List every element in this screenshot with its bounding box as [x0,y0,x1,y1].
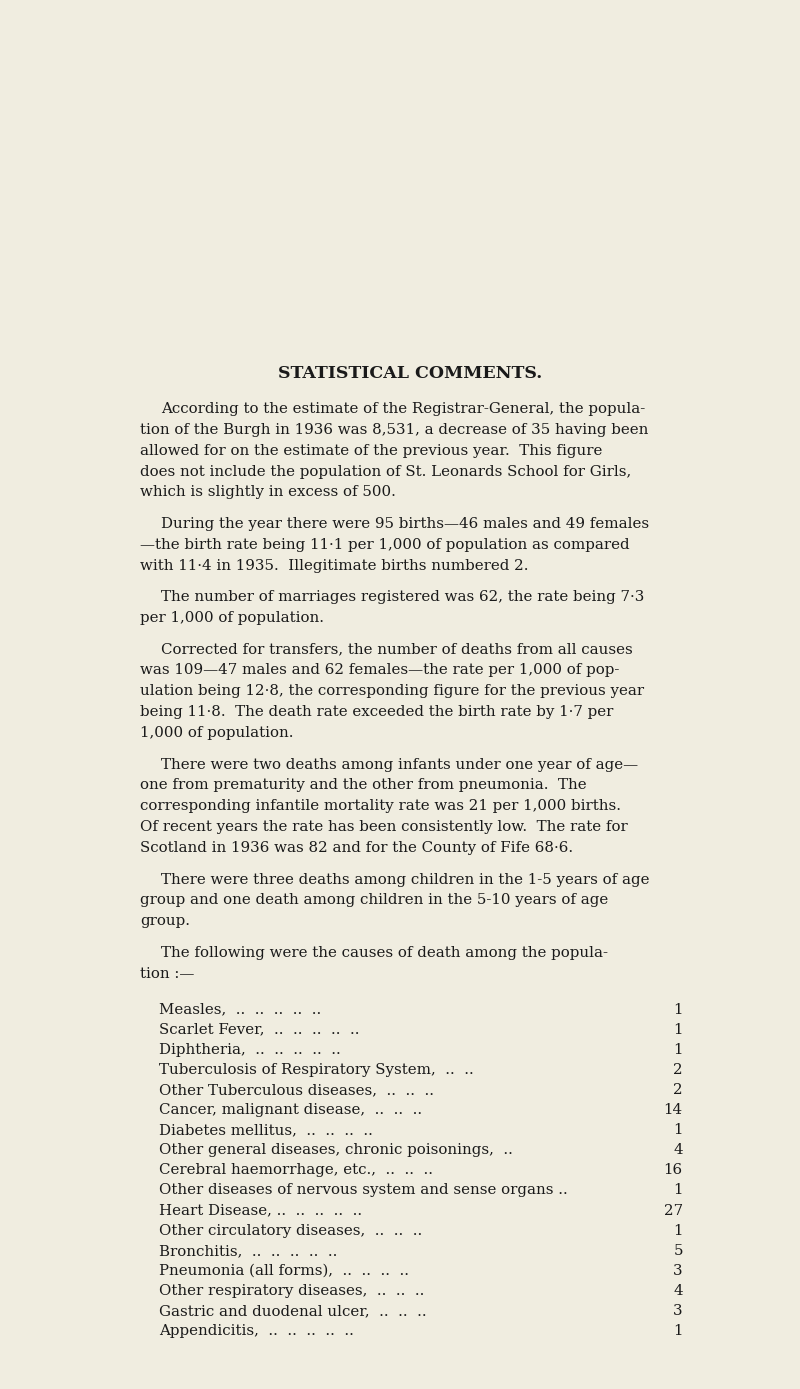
Text: tion :—: tion :— [140,967,194,981]
Text: per 1,000 of population.: per 1,000 of population. [140,611,324,625]
Text: ulation being 12·8, the corresponding figure for the previous year: ulation being 12·8, the corresponding fi… [140,685,645,699]
Text: 14: 14 [664,1103,682,1117]
Text: one from prematurity and the other from pneumonia.  The: one from prematurity and the other from … [140,778,587,793]
Text: Heart Disease, ..  ..  ..  ..  ..: Heart Disease, .. .. .. .. .. [159,1204,362,1218]
Text: Gastric and duodenal ulcer,  ..  ..  ..: Gastric and duodenal ulcer, .. .. .. [159,1304,426,1318]
Text: 1,000 of population.: 1,000 of population. [140,726,294,740]
Text: Other Tuberculous diseases,  ..  ..  ..: Other Tuberculous diseases, .. .. .. [159,1083,434,1097]
Text: There were three deaths among children in the 1-5 years of age: There were three deaths among children i… [161,872,650,886]
Text: The number of marriages registered was 62, the rate being 7·3: The number of marriages registered was 6… [161,590,644,604]
Text: Appendicitis,  ..  ..  ..  ..  ..: Appendicitis, .. .. .. .. .. [159,1324,354,1338]
Text: group and one death among children in the 5-10 years of age: group and one death among children in th… [140,893,609,907]
Text: 1: 1 [674,1183,682,1197]
Text: According to the estimate of the Registrar-General, the popula-: According to the estimate of the Registr… [161,401,645,415]
Text: 2: 2 [673,1063,682,1076]
Text: Other respiratory diseases,  ..  ..  ..: Other respiratory diseases, .. .. .. [159,1283,424,1297]
Text: tion of the Burgh in 1936 was 8,531, a decrease of 35 having been: tion of the Burgh in 1936 was 8,531, a d… [140,422,649,436]
Text: Corrected for transfers, the number of deaths from all causes: Corrected for transfers, the number of d… [161,643,633,657]
Text: Scarlet Fever,  ..  ..  ..  ..  ..: Scarlet Fever, .. .. .. .. .. [159,1022,359,1036]
Text: 1: 1 [674,1224,682,1238]
Text: Diphtheria,  ..  ..  ..  ..  ..: Diphtheria, .. .. .. .. .. [159,1043,341,1057]
Text: Cancer, malignant disease,  ..  ..  ..: Cancer, malignant disease, .. .. .. [159,1103,422,1117]
Text: Measles,  ..  ..  ..  ..  ..: Measles, .. .. .. .. .. [159,1003,321,1017]
Text: was 109—47 males and 62 females—the rate per 1,000 of pop-: was 109—47 males and 62 females—the rate… [140,664,620,678]
Text: 4: 4 [673,1283,682,1297]
Text: 5: 5 [674,1243,682,1258]
Text: does not include the population of St. Leonards School for Girls,: does not include the population of St. L… [140,464,631,479]
Text: 4: 4 [673,1143,682,1157]
Text: with 11·4 in 1935.  Illegitimate births numbered 2.: with 11·4 in 1935. Illegitimate births n… [140,558,529,572]
Text: 2: 2 [673,1083,682,1097]
Text: 1: 1 [674,1324,682,1338]
Text: corresponding infantile mortality rate was 21 per 1,000 births.: corresponding infantile mortality rate w… [140,799,622,814]
Text: Other diseases of nervous system and sense organs ..: Other diseases of nervous system and sen… [159,1183,568,1197]
Text: Other general diseases, chronic poisonings,  ..: Other general diseases, chronic poisonin… [159,1143,513,1157]
Text: —the birth rate being 11·1 per 1,000 of population as compared: —the birth rate being 11·1 per 1,000 of … [140,538,630,551]
Text: Pneumonia (all forms),  ..  ..  ..  ..: Pneumonia (all forms), .. .. .. .. [159,1264,409,1278]
Text: 1: 1 [674,1124,682,1138]
Text: Tuberculosis of Respiratory System,  ..  ..: Tuberculosis of Respiratory System, .. .… [159,1063,474,1076]
Text: 1: 1 [674,1003,682,1017]
Text: 1: 1 [674,1043,682,1057]
Text: 3: 3 [673,1304,682,1318]
Text: 1: 1 [674,1022,682,1036]
Text: Cerebral haemorrhage, etc.,  ..  ..  ..: Cerebral haemorrhage, etc., .. .. .. [159,1164,433,1178]
Text: 16: 16 [664,1164,682,1178]
Text: being 11·8.  The death rate exceeded the birth rate by 1·7 per: being 11·8. The death rate exceeded the … [140,706,614,720]
Text: 27: 27 [664,1204,682,1218]
Text: Diabetes mellitus,  ..  ..  ..  ..: Diabetes mellitus, .. .. .. .. [159,1124,373,1138]
Text: Other circulatory diseases,  ..  ..  ..: Other circulatory diseases, .. .. .. [159,1224,422,1238]
Text: allowed for on the estimate of the previous year.  This figure: allowed for on the estimate of the previ… [140,443,602,458]
Text: which is slightly in excess of 500.: which is slightly in excess of 500. [140,485,396,500]
Text: Scotland in 1936 was 82 and for the County of Fife 68·6.: Scotland in 1936 was 82 and for the Coun… [140,840,574,856]
Text: There were two deaths among infants under one year of age—: There were two deaths among infants unde… [161,757,638,772]
Text: STATISTICAL COMMENTS.: STATISTICAL COMMENTS. [278,364,542,382]
Text: Of recent years the rate has been consistently low.  The rate for: Of recent years the rate has been consis… [140,820,628,835]
Text: 3: 3 [673,1264,682,1278]
Text: group.: group. [140,914,190,928]
Text: The following were the causes of death among the popula-: The following were the causes of death a… [161,946,608,960]
Text: During the year there were 95 births—46 males and 49 females: During the year there were 95 births—46 … [161,517,649,531]
Text: Bronchitis,  ..  ..  ..  ..  ..: Bronchitis, .. .. .. .. .. [159,1243,338,1258]
